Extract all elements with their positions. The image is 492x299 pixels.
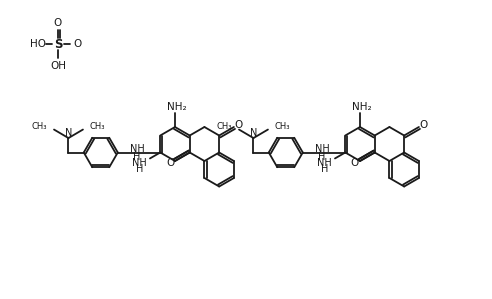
Text: O: O [351,158,359,168]
Text: H: H [321,164,328,174]
Text: H: H [133,152,141,161]
Text: NH: NH [317,158,332,168]
Text: H: H [318,152,326,161]
Text: HO: HO [30,39,46,49]
Text: H: H [136,164,143,174]
Text: NH: NH [132,158,147,168]
Text: CH₃: CH₃ [216,122,232,131]
Text: NH: NH [315,144,330,153]
Text: NH₂: NH₂ [352,102,372,112]
Text: O: O [420,120,428,130]
Text: S: S [54,37,62,51]
Text: O: O [54,18,62,28]
Text: N: N [65,128,72,138]
Text: N: N [250,128,257,138]
Text: CH₃: CH₃ [275,122,290,131]
Text: CH₃: CH₃ [31,122,47,131]
Text: O: O [235,120,243,130]
Text: CH₃: CH₃ [90,122,105,131]
Text: NH₂: NH₂ [167,102,187,112]
Text: O: O [166,158,174,168]
Text: O: O [74,39,82,49]
Text: NH: NH [130,144,145,153]
Text: OH: OH [50,61,66,71]
